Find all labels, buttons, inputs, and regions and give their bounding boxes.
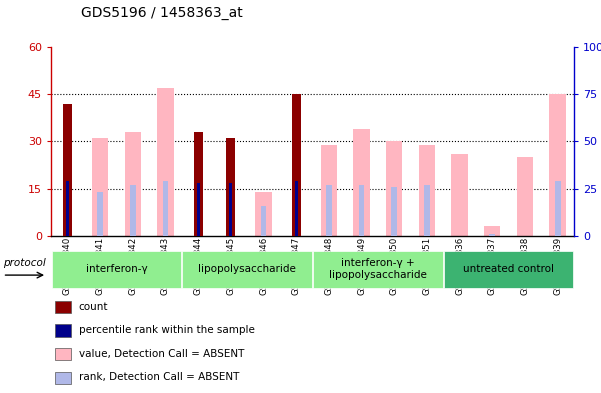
Text: percentile rank within the sample: percentile rank within the sample [79, 325, 254, 335]
Bar [157, 88, 174, 236]
Bar [55, 325, 71, 337]
Text: interferon-γ +
lipopolysaccharide: interferon-γ + lipopolysaccharide [329, 259, 427, 280]
Bar [130, 185, 136, 236]
Text: value, Detection Call = ABSENT: value, Detection Call = ABSENT [79, 349, 244, 359]
Bar [255, 192, 272, 236]
Text: rank, Detection Call = ABSENT: rank, Detection Call = ABSENT [79, 372, 239, 382]
Bar [63, 104, 72, 236]
Bar [55, 348, 71, 360]
Text: lipopolysaccharide: lipopolysaccharide [198, 264, 296, 274]
Bar [313, 251, 442, 288]
Bar [197, 183, 200, 236]
Bar [489, 234, 495, 236]
Bar [97, 193, 103, 236]
Bar [261, 206, 266, 236]
Text: protocol: protocol [2, 258, 45, 268]
Text: untreated control: untreated control [463, 264, 554, 274]
Bar [419, 145, 435, 236]
Bar [66, 181, 69, 236]
Bar [386, 141, 403, 236]
Bar [517, 157, 533, 236]
Bar [226, 138, 236, 236]
Bar [321, 145, 337, 236]
Bar [391, 187, 397, 236]
Bar [194, 132, 203, 236]
Bar [291, 94, 300, 236]
Bar [55, 372, 71, 384]
Text: interferon-γ: interferon-γ [85, 264, 147, 274]
Bar [52, 251, 181, 288]
Text: GDS5196 / 1458363_at: GDS5196 / 1458363_at [81, 6, 243, 20]
Bar [353, 129, 370, 236]
Bar [92, 138, 108, 236]
Bar [444, 251, 573, 288]
Bar [124, 132, 141, 236]
Bar [451, 154, 468, 236]
Bar [183, 251, 312, 288]
Bar [229, 183, 233, 236]
Bar [294, 181, 298, 236]
Bar [55, 301, 71, 313]
Bar [424, 185, 430, 236]
Bar [326, 185, 332, 236]
Bar [162, 181, 168, 236]
Bar [484, 226, 501, 236]
Text: count: count [79, 301, 108, 312]
Bar [359, 185, 364, 236]
Bar [549, 94, 566, 236]
Bar [555, 181, 561, 236]
